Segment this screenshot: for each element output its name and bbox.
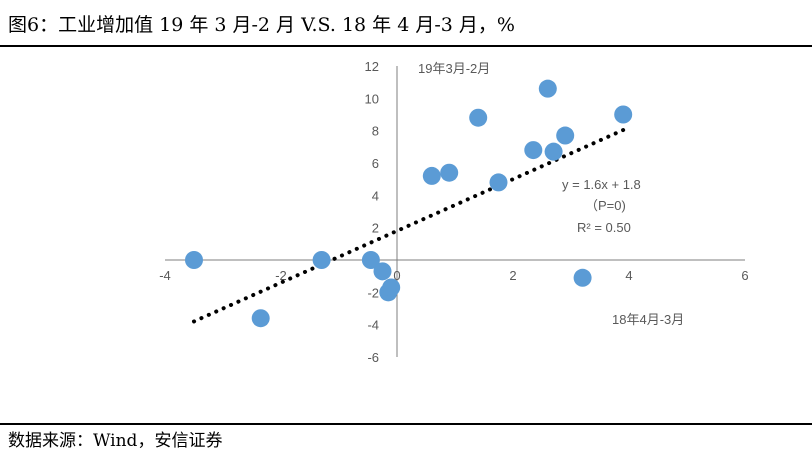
data-point: [382, 278, 401, 297]
y-tick-label: 4: [372, 188, 379, 203]
x-tick-label: 0: [393, 268, 400, 283]
data-point: [614, 105, 633, 124]
x-axis-label: 18年4月-3月: [612, 312, 684, 327]
data-point: [573, 268, 592, 287]
x-tick-label: -2: [275, 268, 287, 283]
trendline-p-value: （P=0): [585, 198, 626, 213]
data-points: [185, 79, 633, 328]
data-point: [524, 141, 543, 160]
x-tick-label: -4: [159, 268, 171, 283]
data-point: [544, 142, 563, 161]
y-tick-label: 8: [372, 124, 379, 139]
trendline: [192, 128, 626, 324]
trendline-r-squared: R² = 0.50: [577, 220, 631, 235]
data-point: [469, 108, 488, 127]
data-point: [422, 166, 441, 185]
data-point: [312, 251, 331, 269]
y-tick-label: -6: [367, 350, 379, 365]
y-tick-label: 12: [365, 59, 379, 74]
data-point: [440, 163, 459, 182]
x-tick-label: 2: [509, 268, 516, 283]
bottom-divider: [0, 423, 812, 425]
data-point: [185, 251, 203, 269]
chart-axes: [165, 66, 745, 357]
y-tick-label: 10: [365, 91, 379, 106]
chart-annotations: 19年3月-2月 18年4月-3月 y = 1.6x + 1.8 （P=0) R² = …: [418, 61, 684, 327]
y-axis-label: 19年3月-2月: [418, 61, 490, 76]
source-note: 数据来源：Wind，安信证券: [8, 431, 223, 451]
data-point: [361, 251, 380, 269]
data-point: [489, 173, 508, 192]
y-tick-label: -2: [367, 285, 379, 300]
y-tick-label: -4: [367, 318, 379, 333]
data-point: [373, 262, 392, 281]
y-tick-label: 2: [372, 221, 379, 236]
trendline-equation: y = 1.6x + 1.8: [562, 177, 641, 192]
data-point: [538, 79, 557, 98]
x-tick-label: 4: [625, 268, 632, 283]
data-point: [556, 126, 575, 145]
x-tick-label: 6: [741, 268, 748, 283]
data-point: [251, 309, 270, 328]
trendline-group: [192, 128, 626, 324]
top-divider: [0, 45, 812, 47]
figure-title: 图6：工业增加值 19 年 3 月-2 月 V.S. 18 年 4 月-3 月，…: [8, 14, 515, 36]
y-tick-label: 6: [372, 156, 379, 171]
